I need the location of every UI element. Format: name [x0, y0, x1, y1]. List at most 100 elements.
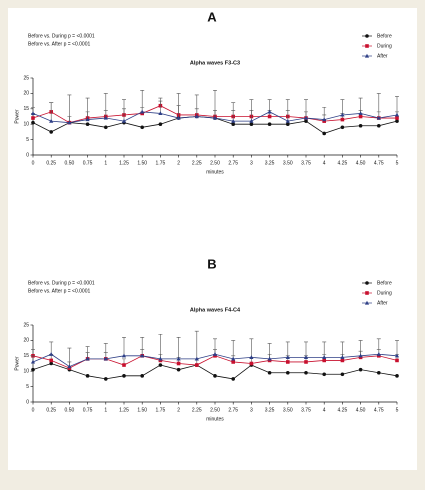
error-bar [340, 341, 345, 358]
x-tick-label: 4 [323, 407, 326, 413]
marker [304, 119, 308, 123]
y-tick-label: 5 [26, 137, 29, 143]
y-tick-label: 10 [23, 369, 29, 375]
error-bar [358, 97, 363, 114]
error-bar [122, 99, 126, 122]
marker [249, 122, 254, 126]
marker [358, 367, 363, 372]
x-tick-label: 3.75 [301, 160, 311, 166]
x-tick-label: 5 [396, 160, 399, 166]
y-tick-label: 25 [23, 322, 29, 328]
marker [158, 111, 163, 116]
marker [304, 360, 308, 364]
x-axis-label: minutes [206, 416, 224, 422]
x-tick-label: 1 [104, 160, 107, 166]
marker [249, 118, 254, 123]
x-tick-label: 0.75 [83, 160, 93, 166]
x-tick-label: 1.25 [119, 407, 129, 413]
y-tick-label: 0 [26, 152, 29, 158]
marker [267, 370, 272, 375]
error-bar [249, 338, 254, 358]
marker [85, 374, 90, 378]
marker [358, 123, 363, 128]
y-axis-label: Power [14, 109, 20, 124]
marker [121, 353, 127, 358]
legend-label: During [377, 43, 392, 49]
y-tick-label: 5 [26, 384, 29, 390]
y-tick-label: 15 [23, 353, 29, 359]
marker [394, 112, 400, 117]
marker [103, 115, 108, 120]
marker [395, 358, 399, 363]
marker [212, 115, 218, 120]
marker [376, 115, 381, 120]
x-tick-label: 1.75 [156, 160, 166, 166]
marker [158, 363, 163, 367]
marker [231, 356, 236, 361]
chart-title: Alpha waves F4-C4 [190, 307, 241, 313]
marker [194, 114, 199, 119]
error-bar [285, 99, 290, 122]
marker [176, 356, 181, 361]
x-tick-label: 3.25 [265, 407, 275, 413]
marker [176, 367, 181, 372]
marker [212, 352, 218, 356]
marker [340, 125, 345, 130]
x-tick-label: 4.25 [338, 160, 348, 166]
error-bar [122, 337, 126, 356]
marker [67, 364, 72, 369]
marker [30, 111, 36, 116]
x-tick-label: 3.25 [265, 160, 275, 166]
marker [49, 130, 53, 134]
marker [85, 117, 90, 122]
x-tick-label: 1.75 [156, 407, 166, 413]
marker [140, 109, 145, 114]
error-bar [358, 340, 363, 356]
error-bar [213, 338, 217, 355]
marker [286, 370, 290, 375]
x-tick-label: 2.75 [228, 160, 238, 166]
x-tick-label: 4 [323, 160, 326, 166]
marker [121, 118, 127, 123]
marker [231, 118, 236, 123]
marker [85, 122, 90, 126]
error-bar [395, 340, 399, 356]
x-tick-label: 4.50 [356, 160, 366, 166]
marker [31, 120, 35, 125]
x-tick-label: 4.75 [374, 407, 384, 413]
marker [358, 353, 363, 358]
legend-label: During [377, 290, 392, 296]
marker [104, 125, 108, 130]
error-bar [231, 102, 236, 122]
y-tick-label: 0 [26, 399, 29, 405]
x-tick-label: 0.50 [65, 407, 75, 413]
panel-background [8, 8, 417, 470]
y-tick-label: 20 [23, 338, 29, 344]
marker [85, 356, 90, 361]
x-axis-label: minutes [206, 169, 224, 175]
marker [285, 355, 290, 359]
error-bar [158, 333, 163, 359]
chart-title: Alpha waves F3-C3 [190, 60, 240, 66]
error-bar [249, 99, 254, 122]
x-tick-label: 1.25 [119, 160, 129, 166]
x-tick-label: 3.75 [301, 407, 311, 413]
marker [249, 361, 254, 366]
error-bar [231, 340, 236, 359]
error-bar [340, 99, 345, 115]
x-tick-label: 2.50 [210, 407, 220, 413]
error-bar [176, 93, 181, 119]
x-tick-label: 3.50 [283, 407, 293, 413]
y-tick-label: 15 [23, 106, 29, 112]
marker [358, 111, 363, 116]
annotation: Before vs. During p = <0.0001 [28, 33, 95, 39]
marker [286, 122, 290, 126]
x-tick-label: 2.75 [228, 407, 238, 413]
marker [49, 358, 53, 363]
marker [267, 356, 272, 361]
x-tick-label: 0.25 [46, 407, 56, 413]
error-bar [194, 330, 199, 359]
marker [267, 122, 272, 126]
